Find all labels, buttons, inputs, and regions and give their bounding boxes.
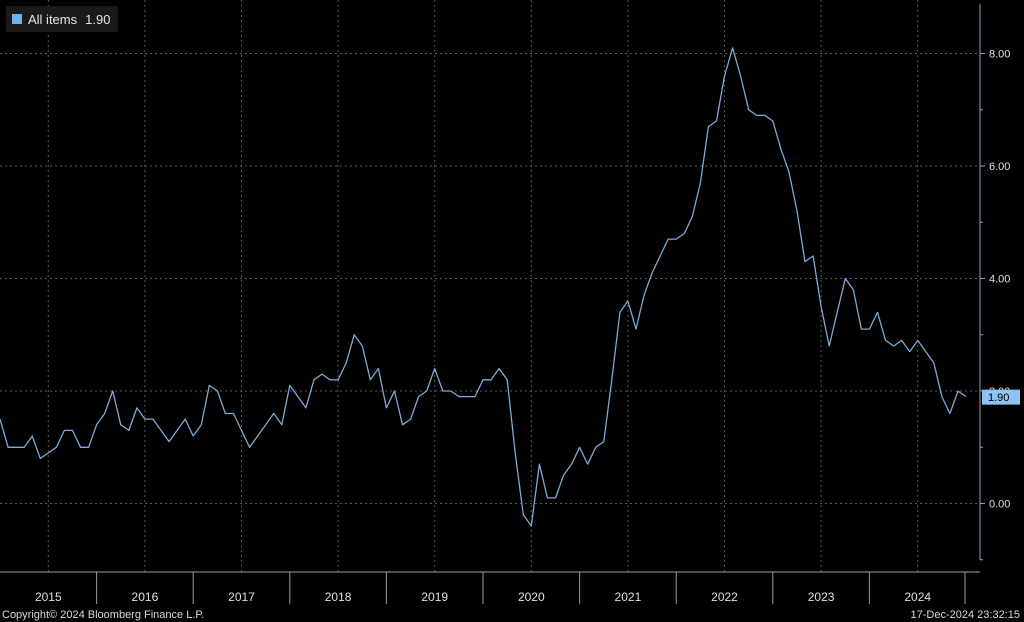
series-line xyxy=(0,47,967,527)
legend-swatch xyxy=(12,14,22,24)
legend[interactable]: All items 1.90 xyxy=(6,6,119,32)
y-tick-label: 8.00 xyxy=(989,49,1010,61)
y-tick-label: 6.00 xyxy=(989,161,1010,173)
x-tick-label: 2016 xyxy=(132,590,159,604)
series-all-items xyxy=(0,47,967,527)
y-tick-label: 4.00 xyxy=(989,274,1010,286)
legend-value: 1.90 xyxy=(85,11,111,27)
x-tick-label: 2017 xyxy=(228,590,255,604)
timestamp-text: 17-Dec-2024 23:32:15 xyxy=(910,609,1020,621)
x-tick-label: 2018 xyxy=(325,590,352,604)
copyright-text: Copyright© 2024 Bloomberg Finance L.P. xyxy=(2,609,205,621)
x-tick-label: 2019 xyxy=(421,590,448,604)
last-value-marker: 1.90 xyxy=(982,389,1020,405)
x-tick-label: 2015 xyxy=(35,590,62,604)
x-tick-label: 2020 xyxy=(518,590,545,604)
y-tick-label: 0.00 xyxy=(989,499,1010,511)
last-value-badge xyxy=(982,389,1020,405)
x-tick-label: 2023 xyxy=(808,590,835,604)
x-tick-label: 2024 xyxy=(904,590,931,604)
x-tick-label: 2022 xyxy=(711,590,738,604)
x-tick-label: 2021 xyxy=(615,590,642,604)
last-value-label: 1.90 xyxy=(988,392,1009,404)
x-axis: 2015 2016 2017 2018 2019 2020 2021 2022 2023 2024 xyxy=(0,571,980,604)
grid-lines xyxy=(0,0,980,572)
legend-label: All items xyxy=(28,11,78,27)
